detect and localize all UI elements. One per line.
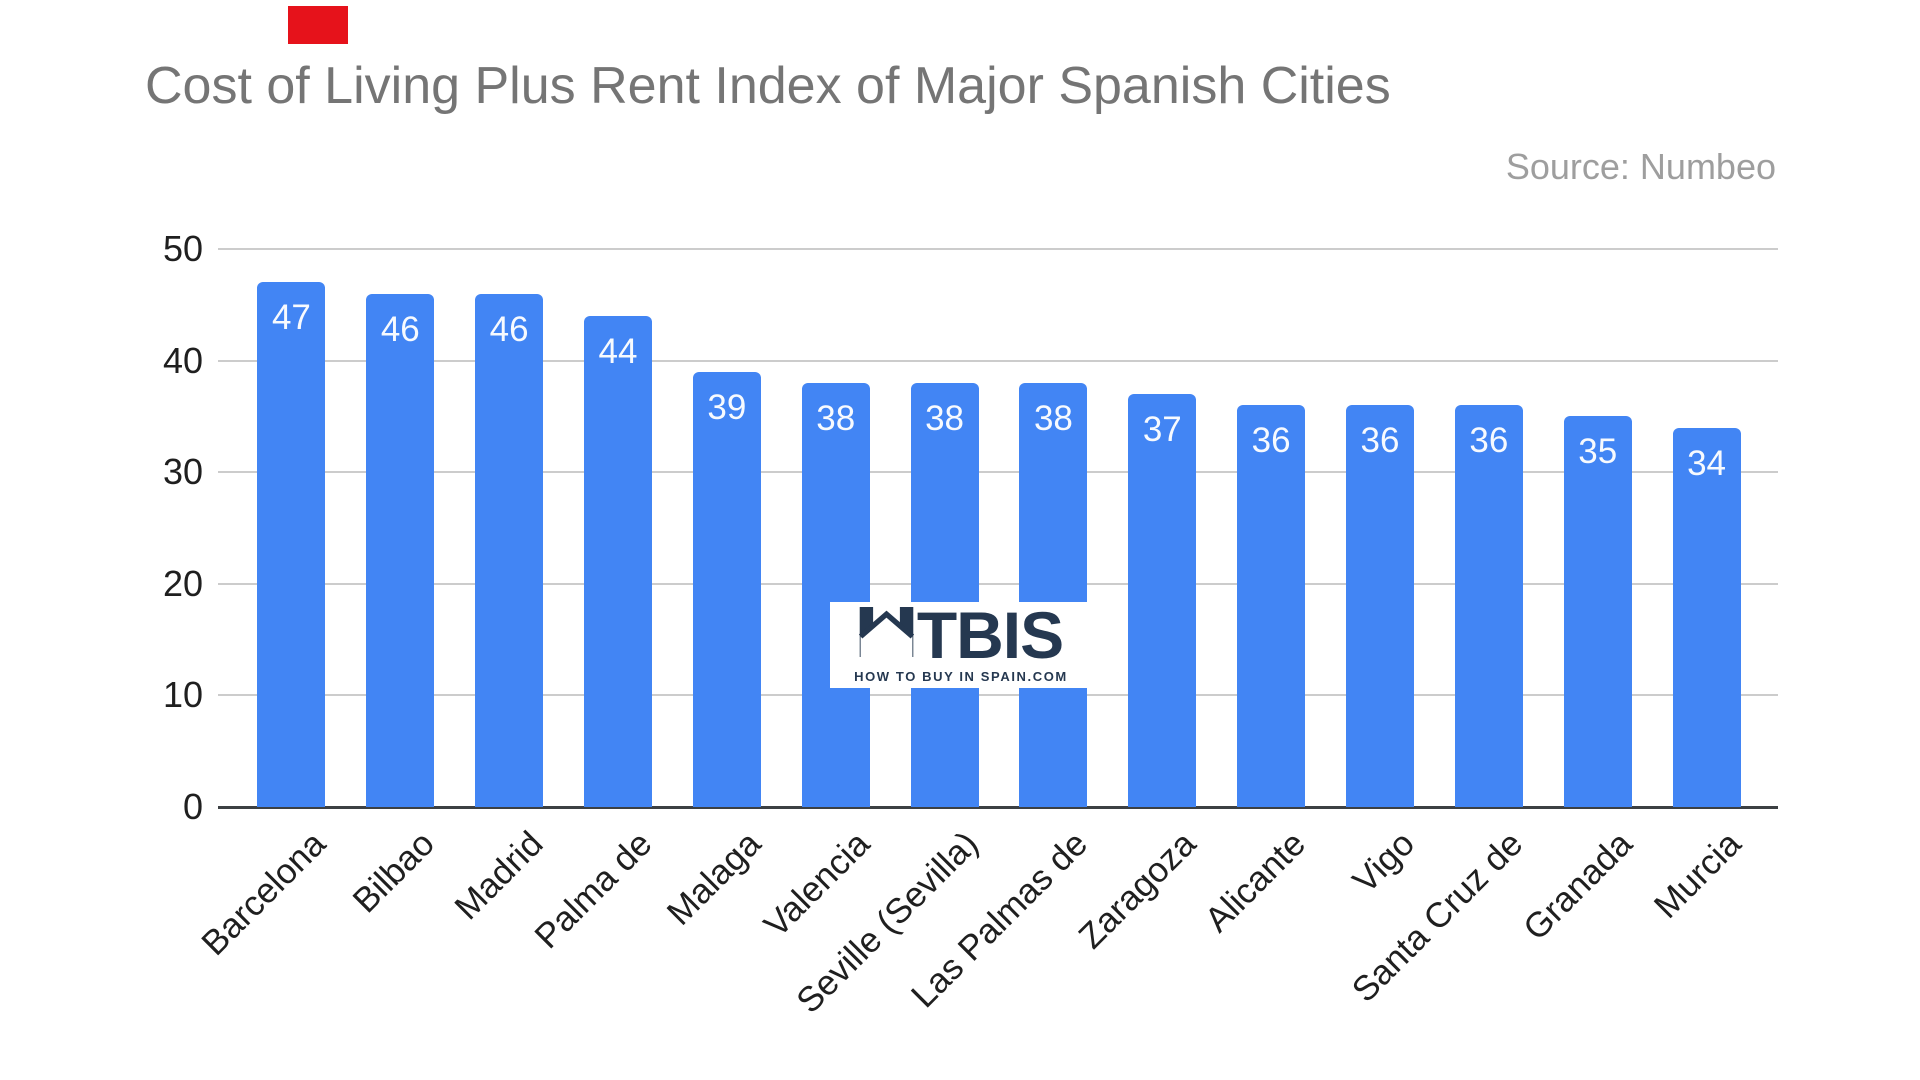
bar-value-label: 35 <box>1578 432 1618 472</box>
y-tick-label: 20 <box>162 562 203 604</box>
bar-value-label: 46 <box>489 309 529 349</box>
bar-value-label: 39 <box>707 387 747 427</box>
gridline <box>218 694 1778 697</box>
bar-valencia[interactable]: 38 <box>801 382 870 807</box>
bar-granada[interactable]: 35 <box>1563 416 1632 807</box>
gridline <box>218 471 1778 474</box>
bar-bilbao[interactable]: 46 <box>366 293 435 807</box>
x-tick-label: Vigo <box>1344 824 1422 901</box>
bar-value-label: 34 <box>1687 443 1727 483</box>
bar-barcelona[interactable]: 47 <box>257 282 326 807</box>
red-marker <box>288 6 348 44</box>
x-tick-label: Malaga <box>659 824 769 933</box>
brand-text: TBIS <box>916 598 1064 673</box>
x-tick-label: Barcelona <box>193 824 334 964</box>
chart-source-label: Source: Numbeo <box>1505 146 1776 187</box>
x-tick-label: Murcia <box>1646 824 1749 926</box>
x-tick-label: Zaragoza <box>1071 824 1204 957</box>
bar-value-label: 36 <box>1251 421 1291 461</box>
bar-palma-de[interactable]: 44 <box>584 315 652 807</box>
house-h-icon <box>858 606 914 662</box>
x-tick-label: Palma de <box>527 824 660 957</box>
x-axis-baseline <box>218 806 1778 809</box>
x-tick-label: Bilbao <box>345 824 442 921</box>
x-tick-label: Granada <box>1515 824 1640 948</box>
bar-alicante[interactable]: 36 <box>1237 405 1306 807</box>
htbis-logo: TBIS <box>858 598 1064 673</box>
bar-seville-sevilla[interactable]: 38 <box>910 382 979 807</box>
y-tick-label: 0 <box>182 786 203 827</box>
x-tick-label: Madrid <box>447 824 551 928</box>
bar-value-label: 44 <box>598 331 638 371</box>
bar-santa-cruz-de[interactable]: 36 <box>1454 405 1523 807</box>
bar-value-label: 37 <box>1142 410 1182 450</box>
y-tick-label: 10 <box>162 674 203 716</box>
htbis-watermark: TBIS HOW TO BUY IN SPAIN.COM <box>830 602 1092 688</box>
gridline <box>218 359 1778 362</box>
bar-las-palmas-de[interactable]: 38 <box>1019 382 1088 807</box>
chart-title: Cost of Living Plus Rent Index of Major … <box>145 57 1391 115</box>
bar-value-label: 38 <box>925 398 965 438</box>
bar-value-label: 47 <box>271 298 311 338</box>
gridline <box>218 582 1778 585</box>
bar-malaga[interactable]: 39 <box>692 371 761 807</box>
y-tick-label: 50 <box>162 228 203 269</box>
brand-tagline: HOW TO BUY IN SPAIN.COM <box>854 668 1068 684</box>
y-tick-label: 30 <box>162 451 203 493</box>
x-tick-label: Alicante <box>1197 824 1313 940</box>
bar-value-label: 36 <box>1360 421 1400 461</box>
bar-value-label: 38 <box>816 398 856 438</box>
bar-zaragoza[interactable]: 37 <box>1128 394 1197 807</box>
bar-vigo[interactable]: 36 <box>1346 405 1414 807</box>
bar-murcia[interactable]: 34 <box>1672 427 1741 807</box>
y-tick-label: 40 <box>162 339 203 381</box>
bar-madrid[interactable]: 46 <box>475 293 544 807</box>
bar-value-label: 46 <box>380 309 420 349</box>
bar-value-label: 36 <box>1469 421 1509 461</box>
bar-value-label: 38 <box>1033 398 1073 438</box>
gridline <box>218 248 1778 250</box>
